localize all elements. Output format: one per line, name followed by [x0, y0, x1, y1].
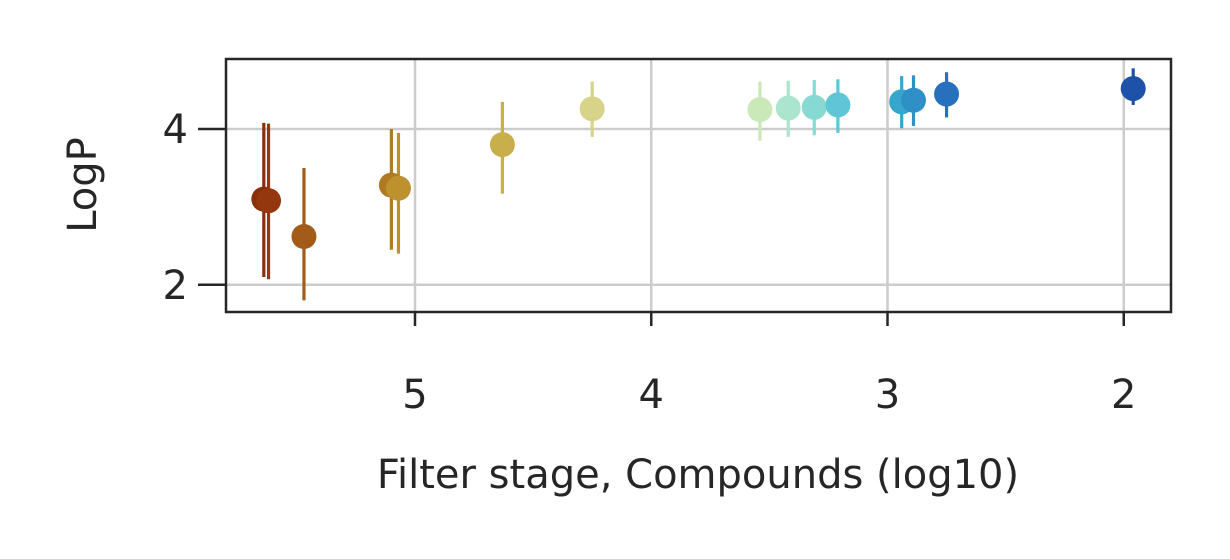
data-point — [291, 223, 317, 249]
x-axis-label: Filter stage, Compounds (log10) — [377, 452, 1019, 498]
data-point — [385, 175, 411, 201]
x-axis-ticks: 5 4 3 2 — [402, 312, 1136, 418]
data-point — [256, 188, 282, 214]
y-axis-ticks: 24 — [163, 107, 226, 309]
data-point — [775, 95, 801, 121]
y-axis-label: LogP — [60, 137, 106, 233]
data-point — [1120, 76, 1146, 102]
y-tick-label: 4 — [163, 107, 188, 153]
grid-lines — [226, 59, 1171, 312]
x-tick-label: 5 — [402, 372, 427, 418]
data-point — [825, 92, 851, 118]
x-tick-label: 2 — [1111, 372, 1136, 418]
data-point — [489, 132, 515, 158]
x-tick-label: 4 — [639, 372, 664, 418]
plot-frame — [224, 57, 1173, 314]
y-tick-label: 2 — [163, 263, 188, 309]
data-points — [251, 76, 1146, 249]
data-point — [747, 97, 773, 123]
x-tick-label: 3 — [875, 372, 900, 418]
data-point — [801, 94, 827, 120]
data-point — [579, 96, 605, 122]
data-point — [934, 81, 960, 107]
data-point — [900, 87, 926, 113]
